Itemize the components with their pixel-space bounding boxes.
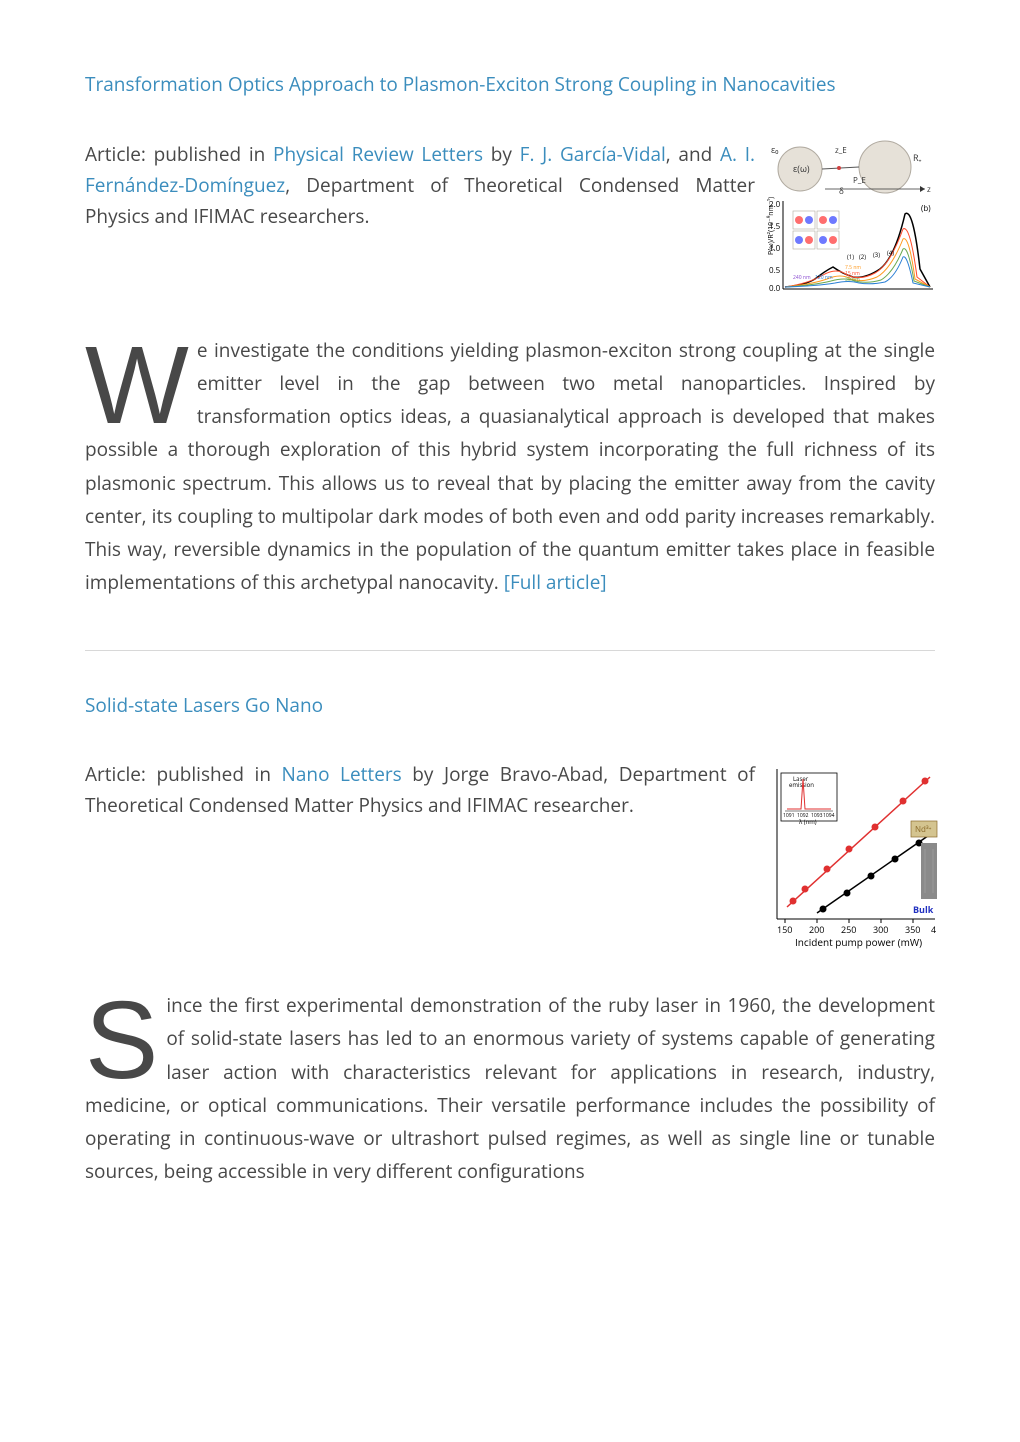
byline-prefix: Article: published in	[85, 761, 282, 787]
journal-link[interactable]: Physical Review Letters	[273, 141, 483, 167]
svg-text:Bulk: Bulk	[913, 903, 934, 916]
article-title-link[interactable]: Solid-state Lasers Go Nano	[85, 692, 323, 718]
body-text: e investigate the conditions yielding pl…	[85, 337, 935, 596]
dropcap: W	[85, 342, 189, 430]
svg-text:(2): (2)	[859, 253, 866, 261]
svg-text:1091: 1091	[783, 813, 794, 819]
svg-text:δ: δ	[839, 186, 844, 197]
journal-link[interactable]: Nano Letters	[282, 761, 402, 787]
byline-prefix: Article: published in	[85, 141, 273, 167]
svg-text:Nd³⁺: Nd³⁺	[915, 824, 932, 835]
svg-text:120 nm: 120 nm	[815, 275, 833, 281]
article-figure: 150 200 250 300 350 4 Incident pump powe…	[765, 759, 935, 949]
body-text: ince the first experimental demonstratio…	[85, 992, 935, 1184]
svg-text:(3): (3)	[873, 251, 880, 259]
svg-text:30 nm: 30 nm	[845, 277, 860, 283]
article-byline: Article: published in Physical Review Le…	[85, 139, 755, 233]
svg-text:P(ω)/R²(10⁻⁹nm⁻¹): P(ω)/R²(10⁻⁹nm⁻¹)	[766, 196, 776, 254]
svg-text:z: z	[927, 184, 931, 195]
svg-text:240 nm: 240 nm	[793, 275, 811, 281]
article-byline: Article: published in Nano Letters by Jo…	[85, 759, 755, 822]
svg-text:λ (nm): λ (nm)	[798, 818, 817, 826]
svg-text:0.5: 0.5	[769, 265, 781, 276]
article-divider	[85, 650, 935, 651]
svg-text:150: 150	[777, 923, 792, 936]
svg-text:4: 4	[931, 923, 936, 936]
svg-text:1094: 1094	[823, 813, 835, 819]
article-body: We investigate the conditions yielding p…	[85, 334, 935, 600]
full-article-link[interactable]: [Full article]	[504, 569, 607, 595]
article-header-row: Article: published in Nano Letters by Jo…	[85, 759, 935, 949]
article-title-link[interactable]: Transformation Optics Approach to Plasmo…	[85, 71, 836, 97]
svg-text:emission: emission	[789, 781, 814, 789]
article-body: Since the first experimental demonstrati…	[85, 989, 935, 1189]
byline-mid: by	[483, 141, 520, 167]
article-title: Solid-state Lasers Go Nano	[85, 691, 935, 720]
byline-mid2: , and	[666, 141, 720, 167]
svg-text:ε₀: ε₀	[771, 143, 778, 156]
article-figure: ε₀ ε(ω) z_E R₊ P_E δ z 2.0 1.5 1.0 0.5 0	[765, 139, 935, 294]
svg-text:R₊: R₊	[913, 151, 922, 164]
article-2: Solid-state Lasers Go Nano Article: publ…	[85, 691, 935, 1189]
article-title: Transformation Optics Approach to Plasmo…	[85, 70, 935, 99]
svg-text:Incident pump power (mW): Incident pump power (mW)	[795, 935, 922, 949]
svg-text:P_E: P_E	[853, 175, 866, 186]
article-header-row: Article: published in Physical Review Le…	[85, 139, 935, 294]
svg-text:(b): (b)	[921, 203, 931, 214]
svg-text:(4): (4)	[887, 249, 894, 257]
dropcap: S	[85, 997, 158, 1085]
author-link-1[interactable]: F. J. García-Vidal	[520, 141, 666, 167]
article-1: Transformation Optics Approach to Plasmo…	[85, 70, 935, 600]
svg-text:ε(ω): ε(ω)	[793, 162, 810, 175]
svg-text:(1): (1)	[847, 253, 854, 261]
svg-text:z_E: z_E	[835, 145, 847, 156]
svg-text:0.0: 0.0	[769, 283, 781, 294]
